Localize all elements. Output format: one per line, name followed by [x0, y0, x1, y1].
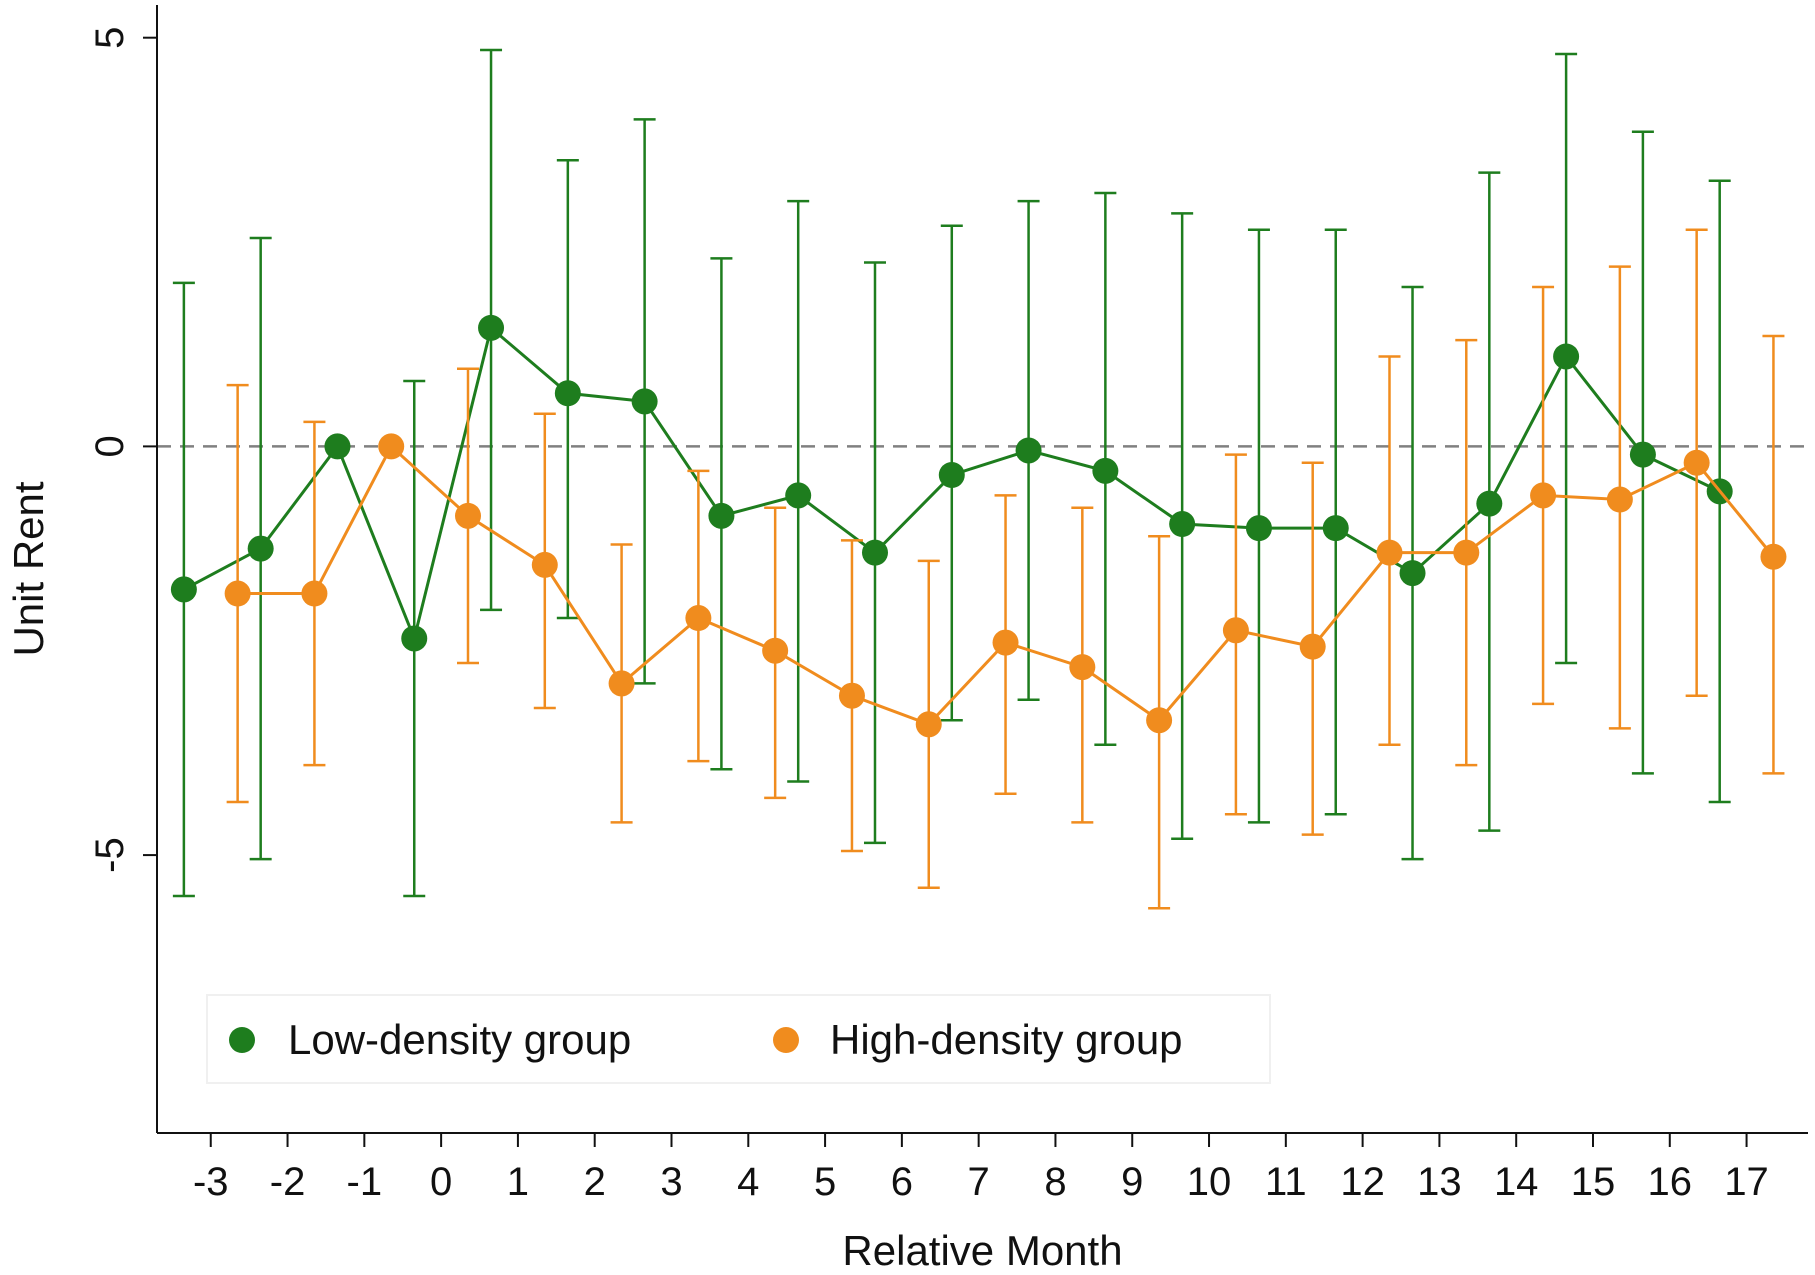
series-low-density-group — [170, 48, 1733, 898]
x-tick-label: 3 — [660, 1160, 682, 1204]
data-point — [992, 629, 1019, 656]
x-tick-label: 11 — [1265, 1160, 1307, 1204]
x-tick-label: 9 — [1121, 1160, 1143, 1204]
y-tick-label: -5 — [88, 837, 132, 873]
y-axis-title: Unit Rent — [5, 481, 52, 656]
data-point — [1169, 511, 1196, 538]
data-point — [1606, 486, 1633, 513]
data-point — [1553, 343, 1580, 370]
x-tick-label: 7 — [968, 1160, 990, 1204]
data-point — [685, 605, 712, 632]
legend: Low-density group High-density group — [206, 994, 1271, 1084]
x-tick-label: 0 — [430, 1160, 452, 1204]
data-point — [1399, 560, 1426, 587]
x-tick-label: 8 — [1044, 1160, 1066, 1204]
data-point — [531, 551, 558, 578]
x-tick-label: 1 — [507, 1160, 529, 1204]
data-point — [861, 539, 888, 566]
data-point — [401, 625, 428, 652]
data-point — [631, 388, 658, 415]
data-point — [915, 711, 942, 738]
x-tick-label: 6 — [891, 1160, 913, 1204]
data-point — [1015, 437, 1042, 464]
data-point — [1146, 707, 1173, 734]
x-tick-label: 2 — [584, 1160, 606, 1204]
data-point — [938, 462, 965, 488]
data-point — [455, 502, 482, 529]
y-tick-label: 0 — [88, 435, 132, 457]
data-point — [1245, 515, 1272, 542]
x-tick-label: -3 — [193, 1160, 229, 1204]
data-point — [785, 482, 812, 509]
data-point — [170, 576, 197, 603]
data-point — [1322, 515, 1349, 542]
data-point — [1683, 449, 1710, 476]
data-point — [1222, 617, 1249, 644]
legend-label-high-density: High-density group — [830, 1016, 1183, 1063]
plot-area — [157, 48, 1808, 910]
data-point — [554, 380, 581, 407]
data-point — [324, 433, 351, 460]
legend-label-low-density: Low-density group — [288, 1016, 631, 1063]
axes: 50-5-3 -2 -1 0 1 2 3 4 5 6 7 8 9 10 11 12 13 14 15 16 17 — [88, 5, 1808, 1204]
y-tick-label: 5 — [88, 27, 132, 49]
data-point — [1092, 457, 1119, 484]
data-point — [762, 637, 789, 664]
data-point — [247, 535, 274, 562]
x-axis-title: Relative Month — [842, 1227, 1122, 1274]
x-tick-label: 10 — [1187, 1160, 1232, 1204]
x-tick-label: -1 — [347, 1160, 383, 1204]
data-point — [478, 314, 505, 341]
series-high-density-group — [224, 228, 1787, 910]
data-point — [1476, 490, 1503, 517]
data-point — [1299, 633, 1326, 660]
x-tick-label: 12 — [1340, 1160, 1385, 1204]
data-point — [1530, 482, 1557, 509]
data-point — [1376, 539, 1403, 566]
x-tick-label: 17 — [1724, 1160, 1769, 1204]
data-point — [378, 433, 405, 460]
data-point — [1453, 539, 1480, 566]
x-tick-label: 14 — [1494, 1160, 1539, 1204]
data-point — [1629, 441, 1656, 468]
data-point — [708, 502, 735, 529]
data-point — [224, 580, 251, 607]
x-tick-label: 13 — [1417, 1160, 1462, 1204]
legend-marker-low-density — [229, 1027, 255, 1053]
legend-box — [206, 994, 1271, 1084]
data-point — [1760, 543, 1787, 570]
data-point — [301, 580, 328, 607]
data-point — [838, 682, 865, 709]
x-tick-label: 5 — [814, 1160, 836, 1204]
data-point — [608, 670, 635, 697]
x-tick-label: 16 — [1648, 1160, 1693, 1204]
data-point — [1069, 654, 1096, 681]
x-tick-label: -2 — [270, 1160, 306, 1204]
x-tick-label: 15 — [1571, 1160, 1616, 1204]
x-tick-label: 4 — [737, 1160, 759, 1204]
legend-marker-high-density — [773, 1027, 799, 1053]
